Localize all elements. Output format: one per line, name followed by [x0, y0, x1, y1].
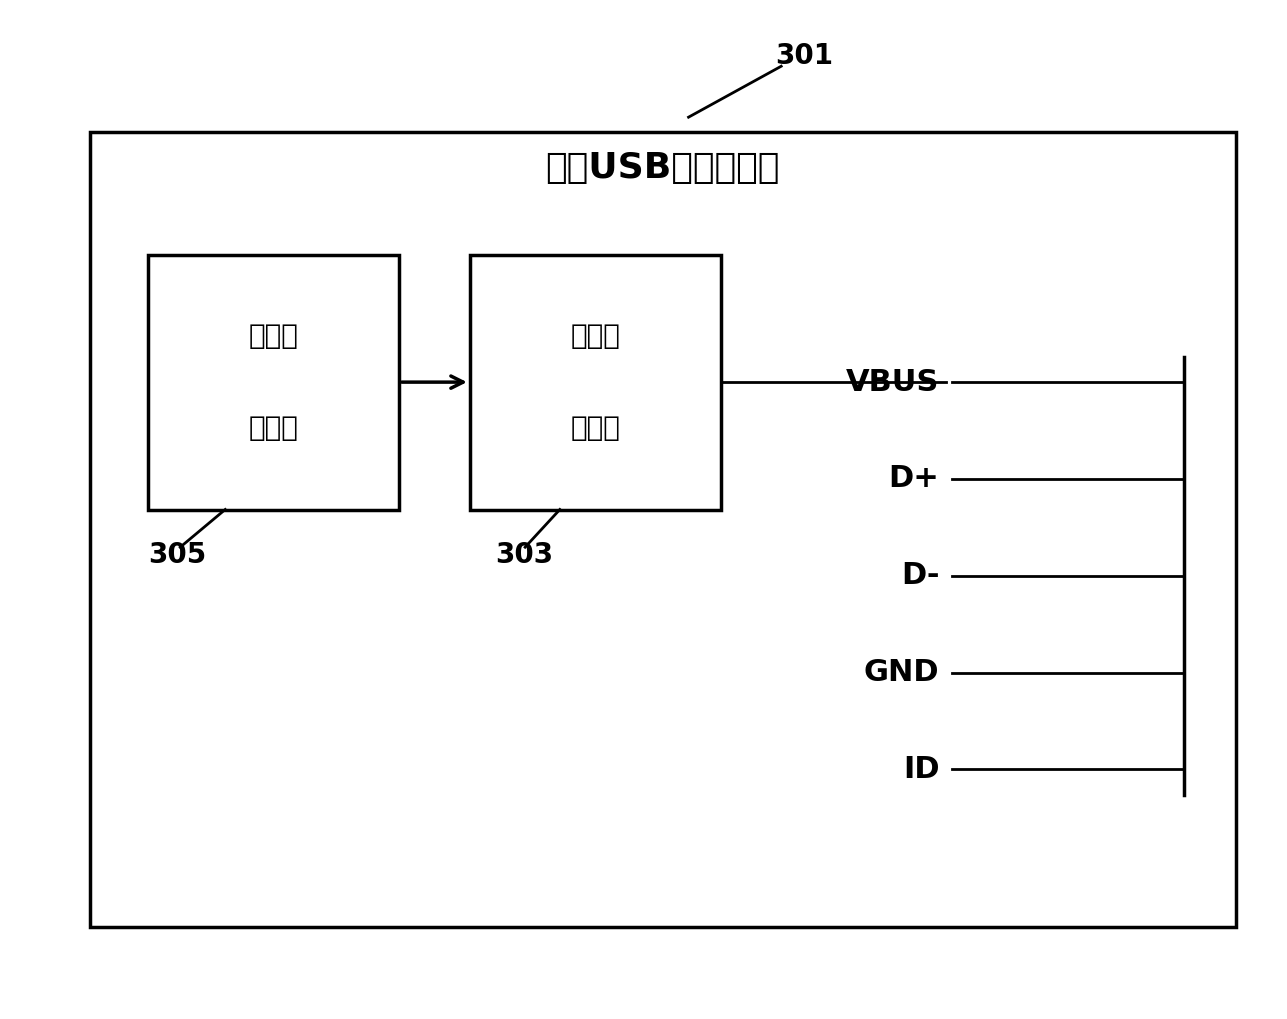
Bar	[470, 255, 721, 510]
Text: D+: D+	[888, 465, 940, 493]
Text: VBUS: VBUS	[846, 368, 940, 396]
Text: 303: 303	[495, 541, 553, 570]
Text: 测电路: 测电路	[570, 414, 620, 442]
Text: 测元件: 测元件	[248, 414, 299, 442]
Text: 301: 301	[775, 42, 834, 70]
Bar	[148, 255, 399, 510]
Text: 具有USB接口的设备: 具有USB接口的设备	[546, 151, 780, 185]
Text: 电压检: 电压检	[248, 322, 299, 351]
Text: 电压检: 电压检	[570, 322, 620, 351]
Text: GND: GND	[864, 658, 940, 687]
Text: ID: ID	[903, 755, 940, 784]
Text: D-: D-	[901, 561, 940, 590]
Bar	[90, 132, 1236, 927]
Text: 305: 305	[148, 541, 206, 570]
